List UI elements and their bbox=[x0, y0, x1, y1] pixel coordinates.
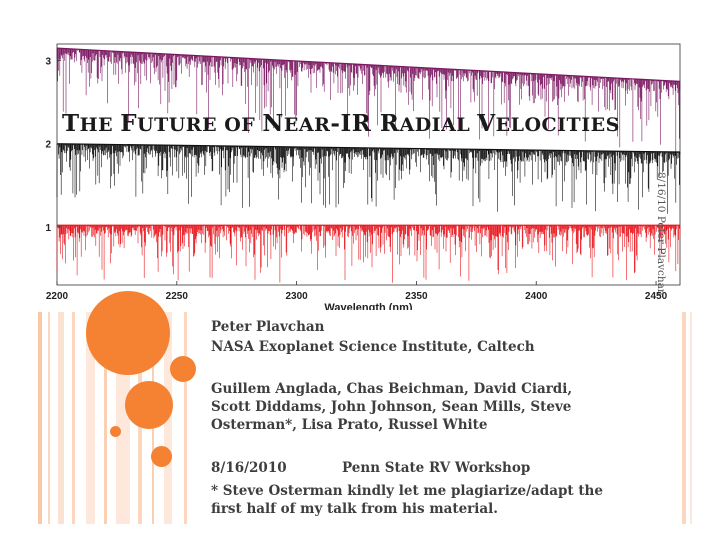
stripe bbox=[58, 312, 64, 524]
date-author-label: 8/16/10 Peter Plavchan bbox=[655, 172, 667, 296]
stripe bbox=[72, 312, 75, 524]
right-stripe bbox=[682, 312, 686, 524]
stripe bbox=[104, 312, 107, 524]
footnote-line: * Steve Osterman kindly let me plagiariz… bbox=[211, 483, 603, 499]
y-tick-label: 2 bbox=[45, 140, 51, 151]
spectrum-series-line bbox=[56, 143, 681, 214]
right-stripe bbox=[690, 312, 692, 524]
x-tick-label: 2350 bbox=[405, 291, 428, 302]
title-fragment: V bbox=[477, 110, 496, 137]
title-fragment: T bbox=[62, 110, 80, 137]
x-tick-label: 2300 bbox=[285, 291, 308, 302]
x-tick-label: 2400 bbox=[525, 291, 548, 302]
small-orange-circle bbox=[170, 356, 196, 382]
stripe bbox=[48, 312, 50, 524]
title-fragment: R bbox=[379, 110, 400, 137]
collaborators-line: Osterman*, Lisa Prato, Russel White bbox=[211, 417, 488, 433]
presenter-name: Peter Plavchan bbox=[211, 319, 325, 335]
medium-orange-circle bbox=[125, 381, 173, 429]
talk-date: 8/16/2010 bbox=[211, 460, 287, 476]
small-orange-circle bbox=[151, 446, 172, 467]
title-fragment: ADIAL bbox=[399, 114, 478, 136]
spectrum-series-line bbox=[56, 225, 681, 283]
stripe bbox=[86, 312, 95, 524]
tiny-orange-circle bbox=[110, 426, 121, 437]
footnote-line: first half of my talk from his material. bbox=[211, 501, 498, 517]
presenter-affiliation: NASA Exoplanet Science Institute, Caltec… bbox=[211, 339, 535, 355]
title-fragment: HE bbox=[79, 114, 121, 136]
x-tick-label: 2450 bbox=[645, 291, 668, 302]
title-fragment: N bbox=[262, 110, 284, 137]
stripe bbox=[38, 312, 42, 524]
spectrum-continuum bbox=[56, 143, 681, 153]
y-tick-label: 3 bbox=[45, 57, 51, 68]
title-fragment: -IR bbox=[330, 110, 380, 137]
collaborators-line: Guillem Anglada, Chas Beichman, David Ci… bbox=[211, 381, 573, 397]
title-fragment: UTURE OF bbox=[137, 114, 263, 136]
workshop-name: Penn State RV Workshop bbox=[342, 460, 531, 476]
title-fragment: EAR bbox=[283, 114, 331, 136]
y-tick-label: 1 bbox=[45, 223, 51, 234]
x-axis-label: Wavelength (nm) bbox=[324, 302, 413, 310]
footnote: * Steve Osterman kindly let me plagiariz… bbox=[211, 482, 603, 518]
collaborators: Guillem Anglada, Chas Beichman, David Ci… bbox=[211, 380, 572, 434]
spectrum-chart: 2200 2250 2300 2350 2400 2450 1 2 3 Wavelength (n… bbox=[45, 43, 681, 310]
collaborators-line: Scott Diddams, John Johnson, Sean Mills,… bbox=[211, 399, 572, 415]
title-fragment: ELOCITIES bbox=[495, 114, 620, 136]
stripe bbox=[184, 312, 187, 524]
x-tick-label: 2250 bbox=[166, 291, 189, 302]
title-fragment: F bbox=[120, 110, 138, 137]
spectrum-series-line bbox=[56, 48, 681, 152]
spectrum-continuum bbox=[56, 47, 681, 82]
x-tick-label: 2200 bbox=[46, 291, 69, 302]
slide-title: THE FUTURE OF NEAR-IR RADIAL VELOCITIES bbox=[62, 110, 620, 137]
large-orange-circle bbox=[86, 291, 170, 375]
